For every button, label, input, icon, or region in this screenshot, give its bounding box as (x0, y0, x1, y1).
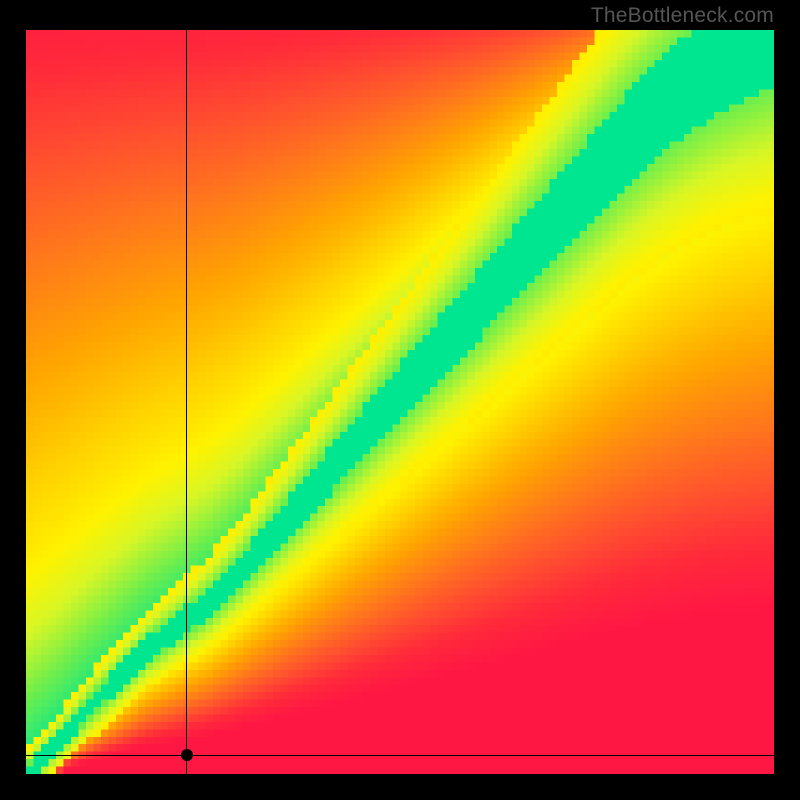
crosshair-horizontal (26, 755, 774, 756)
heatmap-plot (26, 30, 774, 774)
crosshair-vertical (186, 30, 187, 774)
watermark-text: TheBottleneck.com (591, 4, 774, 28)
heatmap-canvas (26, 30, 774, 774)
marker-dot (181, 749, 193, 761)
